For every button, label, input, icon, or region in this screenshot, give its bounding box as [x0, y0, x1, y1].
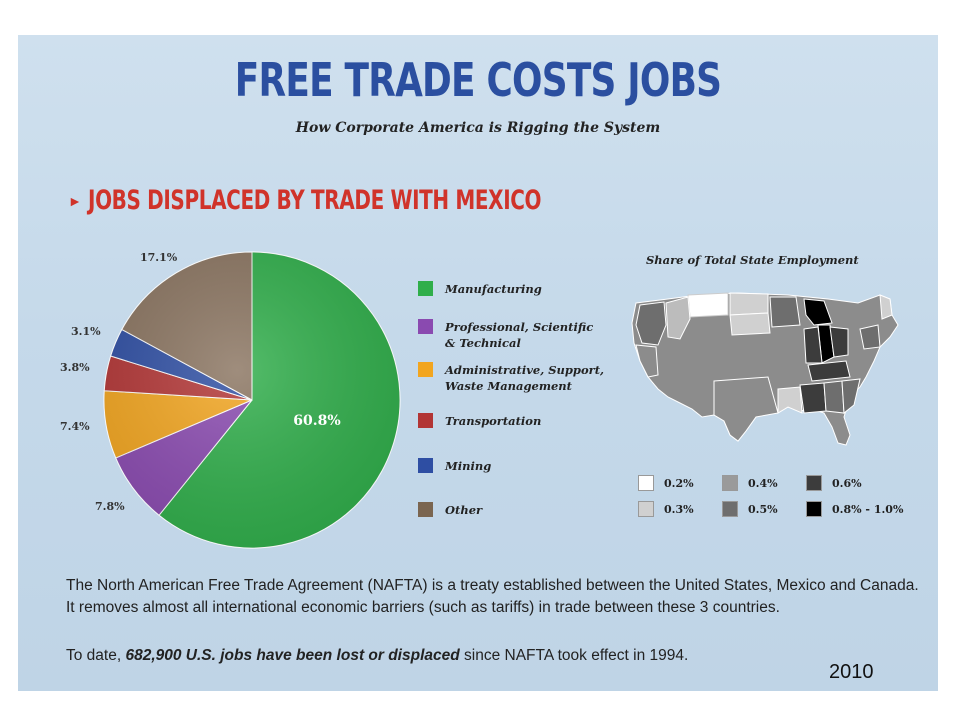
legend-item-manufacturing: Manufacturing [418, 281, 625, 297]
legend-swatch [418, 281, 433, 296]
legend-swatch [418, 413, 433, 428]
state-shape [729, 292, 769, 316]
state-shape-texas [713, 376, 779, 442]
pie-shading [104, 252, 400, 548]
pie-label-mining: 3.1% [71, 325, 101, 338]
pie-label-professional: 7.8% [95, 500, 125, 513]
legend-label: Other [445, 503, 483, 517]
map-key-item: 0.2% [638, 475, 694, 491]
pie-label-transportation: 3.8% [60, 361, 90, 374]
map-key-swatch [722, 475, 738, 491]
legend-item-other: Other [418, 502, 625, 518]
page-subtitle: How Corporate America is Rigging the Sys… [295, 120, 661, 136]
pie-label-other: 17.1% [140, 251, 178, 264]
map-key-label: 0.3% [664, 502, 694, 516]
map-key-item: 0.6% [806, 475, 862, 491]
state-shape [635, 301, 667, 346]
state-shape [829, 326, 849, 358]
legend-label-line2: & Technical [445, 336, 521, 350]
state-shape-montana [687, 292, 729, 318]
map-key-label: 0.2% [664, 476, 694, 490]
state-shape [879, 294, 893, 320]
arrow-right-icon: ► [68, 192, 82, 209]
map-key-item: 0.8% - 1.0% [806, 501, 903, 517]
state-shape [665, 296, 691, 340]
legend-swatch [418, 458, 433, 473]
statement-highlight: 682,900 U.S. jobs have been lost or disp… [125, 647, 460, 664]
state-shape [635, 344, 659, 378]
nafta-description: The North American Free Trade Agreement … [66, 577, 919, 616]
legend-label: Mining [445, 459, 492, 473]
state-shape [841, 378, 861, 414]
state-shape [799, 382, 827, 414]
legend-item-professional: Professional, Scientific & Technical [418, 319, 625, 351]
legend-label-line2: Waste Management [445, 379, 572, 393]
state-shape-michigan [803, 298, 833, 326]
map-key-swatch [806, 501, 822, 517]
map-key-label: 0.4% [748, 476, 778, 490]
state-shape [729, 312, 771, 336]
map-key-item: 0.3% [638, 501, 694, 517]
section-heading: ► JOBS DISPLACED BY TRADE WITH MEXICO [68, 185, 700, 216]
legend-item-mining: Mining [418, 458, 625, 474]
legend-swatch [418, 362, 433, 377]
state-shape [807, 360, 851, 382]
pie-label-manufacturing: 60.8% [293, 413, 340, 429]
legend-item-administrative: Administrative, Support, Waste Management [418, 362, 625, 394]
legend-label: Manufacturing [445, 282, 542, 296]
state-shape [823, 380, 845, 414]
legend-label: Professional, Scientific [445, 320, 594, 334]
pie-label-administrative: 7.4% [60, 420, 90, 433]
section-title: JOBS DISPLACED BY TRADE WITH MEXICO [87, 185, 542, 216]
map-key-swatch [806, 475, 822, 491]
infographic-panel: FREE TRADE COSTS JOBS How Corporate Amer… [18, 35, 938, 691]
state-shape [859, 324, 881, 350]
map-key-label: 0.5% [748, 502, 778, 516]
map-key-label: 0.8% - 1.0% [832, 502, 904, 516]
legend-label: Administrative, Support, [445, 363, 605, 377]
page-title: FREE TRADE COSTS JOBS [234, 53, 722, 107]
legend-item-transportation: Transportation [418, 413, 625, 429]
legend-swatch [418, 502, 433, 517]
state-shape [769, 296, 801, 328]
map-key-item: 0.5% [722, 501, 778, 517]
pie-chart: 60.8% [103, 251, 401, 549]
us-state-employment-map [631, 292, 899, 446]
map-key-swatch [638, 501, 654, 517]
legend-swatch [418, 319, 433, 334]
legend-label: Transportation [445, 414, 542, 428]
statement-suffix: since NAFTA took effect in 1994. [459, 647, 689, 664]
jobs-lost-statement: To date, 682,900 U.S. jobs have been los… [66, 647, 926, 665]
map-key-swatch [722, 501, 738, 517]
map-key-label: 0.6% [832, 476, 862, 490]
year-label: 2010 [829, 661, 874, 683]
map-title: Share of Total State Employment [646, 253, 859, 267]
state-shape [803, 326, 823, 364]
state-shape [777, 386, 803, 414]
statement-prefix: To date, [66, 647, 126, 664]
map-key-item: 0.4% [722, 475, 778, 491]
map-key-swatch [638, 475, 654, 491]
